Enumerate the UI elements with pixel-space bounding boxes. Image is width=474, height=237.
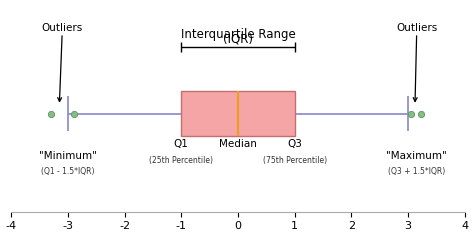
Text: Outliers: Outliers bbox=[42, 23, 83, 33]
Text: Interquartile Range: Interquartile Range bbox=[181, 28, 295, 41]
Text: Q3: Q3 bbox=[287, 139, 302, 149]
Text: (25th Percentile): (25th Percentile) bbox=[149, 156, 213, 165]
Text: (Q3 + 1.5*IQR): (Q3 + 1.5*IQR) bbox=[388, 167, 445, 176]
Text: (IQR): (IQR) bbox=[223, 33, 253, 46]
Text: Median: Median bbox=[219, 139, 257, 149]
Text: "Minimum": "Minimum" bbox=[39, 151, 97, 161]
Text: (75th Percentile): (75th Percentile) bbox=[263, 156, 327, 165]
Text: Q1: Q1 bbox=[174, 139, 189, 149]
Bar bbox=[181, 91, 295, 136]
Text: "Maximum": "Maximum" bbox=[386, 151, 447, 161]
Text: (Q1 - 1.5*IQR): (Q1 - 1.5*IQR) bbox=[41, 167, 95, 176]
Text: Outliers: Outliers bbox=[396, 23, 438, 33]
